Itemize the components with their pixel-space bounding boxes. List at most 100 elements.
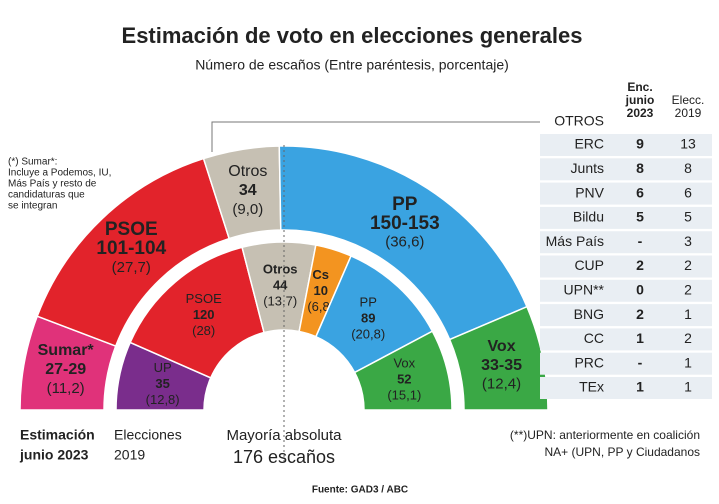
footnote: NA+ (UPN, PP y Ciudadanos <box>544 445 700 459</box>
segment-seats: 34 <box>239 182 257 199</box>
segment-pct: (13,7) <box>263 293 297 308</box>
table-row <box>540 304 712 327</box>
row-name: PRC <box>574 354 604 370</box>
footnote: (**)UPN: anteriormente en coalición <box>510 428 700 442</box>
segment-pct: (9,0) <box>232 201 263 218</box>
table-header: 2023 <box>627 106 654 120</box>
table-row <box>540 231 712 254</box>
row-2019: 6 <box>684 184 692 200</box>
table-row <box>540 279 712 302</box>
table-title: OTROS <box>554 113 604 129</box>
title: Estimación de voto en elecciones general… <box>122 23 583 48</box>
row-name: CUP <box>574 257 604 273</box>
row-2019: 1 <box>684 306 692 322</box>
row-name: UPN** <box>564 282 605 298</box>
ring-label: junio 2023 <box>19 447 89 463</box>
segment-name: PP <box>360 294 377 309</box>
source: Fuente: GAD3 / ABC <box>312 485 408 496</box>
segment-seats: 27-29 <box>45 361 86 378</box>
segment-pct: (28) <box>192 323 215 338</box>
row-2023: 0 <box>636 282 644 298</box>
row-2023: 1 <box>636 330 644 346</box>
table-row <box>540 158 712 181</box>
row-2023: 9 <box>636 136 644 152</box>
ring-label: Estimación <box>20 427 95 443</box>
note: Más País y resto de <box>8 179 97 190</box>
table-row <box>540 328 712 351</box>
segment-name: UP <box>154 360 172 375</box>
seat-arc <box>448 305 549 411</box>
note: (*) Sumar*: <box>8 157 57 168</box>
segment-seats: 150-153 <box>370 213 440 234</box>
row-2019: 1 <box>684 354 692 370</box>
segment-pct: (15,1) <box>387 387 421 402</box>
ring-label: Elecciones <box>114 427 182 443</box>
segment-seats: 101-104 <box>96 238 166 259</box>
segment-name: Otros <box>228 163 267 180</box>
table-row <box>540 377 712 399</box>
segment-pct: (12,8) <box>146 392 180 407</box>
segment-name: Sumar* <box>38 342 95 359</box>
segment-seats: 89 <box>361 310 375 325</box>
majority-label: Mayoría absoluta <box>226 427 342 444</box>
segment-pct: (20,8) <box>351 326 385 341</box>
segment-name: PSOE <box>186 291 222 306</box>
row-name: ERC <box>574 136 604 152</box>
table-row <box>540 182 712 205</box>
subtitle: Número de escaños (Entre paréntesis, por… <box>195 57 509 73</box>
row-name: Junts <box>571 160 604 176</box>
segment-name: Otros <box>263 261 298 276</box>
row-name: Más País <box>546 233 604 249</box>
row-name: CC <box>584 330 604 346</box>
callout-line <box>211 121 540 152</box>
row-2023: 8 <box>636 160 644 176</box>
note: se integran <box>8 201 57 212</box>
table-row <box>540 255 712 278</box>
row-2019: 13 <box>680 136 696 152</box>
row-name: TEx <box>579 379 604 395</box>
row-2019: 2 <box>684 330 692 346</box>
segment-pct: (11,2) <box>47 380 85 397</box>
table-header: Elecc. <box>672 93 705 107</box>
segment-name: Cs <box>312 267 329 282</box>
row-2019: 8 <box>684 160 692 176</box>
row-2023: - <box>638 233 643 249</box>
row-name: BNG <box>574 306 604 322</box>
segment-seats: 35 <box>155 376 169 391</box>
row-2023: 6 <box>636 184 644 200</box>
segment-pct: (12,4) <box>482 376 521 393</box>
row-2019: 2 <box>684 257 692 273</box>
table-row <box>540 352 712 375</box>
segment-seats: 10 <box>313 283 327 298</box>
row-2023: - <box>638 354 643 370</box>
table-header: junio <box>625 93 655 107</box>
row-2019: 2 <box>684 282 692 298</box>
note: candidaturas que <box>8 190 85 201</box>
row-name: Bildu <box>573 209 604 225</box>
row-2023: 2 <box>636 257 644 273</box>
segment-seats: 33-35 <box>481 357 522 374</box>
row-2023: 1 <box>636 379 644 395</box>
table-row <box>540 134 712 156</box>
ring-label: 2019 <box>114 447 145 463</box>
row-2023: 2 <box>636 306 644 322</box>
segment-name: Vox <box>393 355 415 370</box>
segment-name: PSOE <box>105 219 158 240</box>
table-row <box>540 206 712 229</box>
segment-name: Vox <box>487 338 515 355</box>
segment-pct: (27,7) <box>112 259 151 276</box>
table-header: Enc. <box>627 80 652 94</box>
segment-seats: 120 <box>193 307 215 322</box>
segment-pct: (36,6) <box>385 234 424 251</box>
majority-label: 176 escaños <box>233 447 335 467</box>
segment-seats: 44 <box>273 277 288 292</box>
row-2023: 5 <box>636 209 644 225</box>
seat-arc <box>353 330 453 411</box>
row-2019: 1 <box>684 379 692 395</box>
row-2019: 3 <box>684 233 692 249</box>
segment-name: PP <box>392 194 418 215</box>
table-header: 2019 <box>675 106 702 120</box>
segment-seats: 52 <box>397 371 411 386</box>
note: Incluye a Podemos, IU, <box>8 168 111 179</box>
